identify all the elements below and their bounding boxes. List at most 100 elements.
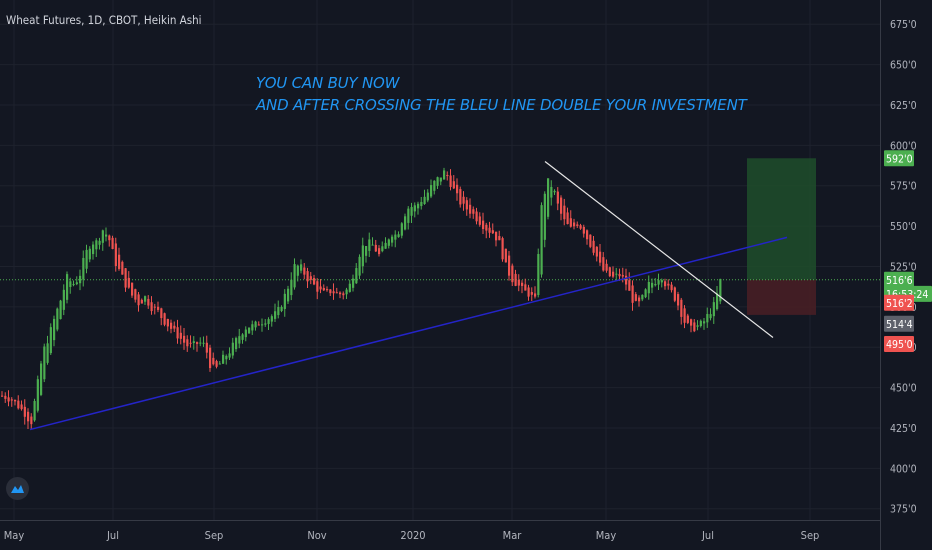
long-position-profit-zone[interactable]	[747, 158, 816, 280]
candle-body	[638, 297, 641, 302]
candle-body	[504, 248, 507, 263]
candle-body	[348, 283, 351, 292]
candle-body	[628, 280, 631, 291]
candle-body	[277, 306, 280, 316]
time-axis-label: Nov	[307, 529, 326, 542]
candle-body	[608, 267, 611, 277]
candle-body	[589, 234, 592, 247]
candle-body	[313, 278, 316, 285]
candle-body	[209, 347, 212, 369]
candle-body	[264, 323, 267, 325]
candle-body	[33, 400, 36, 421]
candle-body	[36, 379, 39, 411]
candle-body	[254, 321, 257, 328]
candle-body	[287, 288, 290, 302]
candle-body	[66, 274, 69, 300]
candle-body	[212, 357, 215, 365]
candle-body	[602, 257, 605, 271]
candle-body	[335, 292, 338, 294]
candle-body	[98, 240, 101, 245]
candle-body	[92, 244, 95, 255]
candle-body	[478, 216, 481, 225]
candle-body	[352, 278, 355, 288]
tradingview-logo-icon[interactable]	[6, 477, 29, 500]
candle-body	[257, 324, 260, 326]
candle-body	[465, 200, 468, 210]
candle-body	[446, 174, 449, 177]
candle-body	[153, 306, 156, 308]
candle-body	[127, 277, 130, 288]
candle-body	[105, 234, 108, 237]
white-downtrend-line[interactable]	[544, 161, 774, 338]
candle-body	[241, 334, 244, 340]
candle-body	[641, 294, 644, 300]
candle-body	[108, 235, 111, 241]
candle-body	[618, 273, 621, 277]
candle-body	[644, 289, 647, 298]
candle-body	[1, 395, 4, 397]
candle-body	[244, 329, 247, 338]
candle-body	[677, 294, 680, 306]
candle-body	[511, 265, 514, 283]
candle-body	[225, 355, 228, 360]
candle-body	[498, 236, 501, 241]
candle-body	[521, 282, 524, 286]
candle-body	[235, 338, 238, 350]
candle-body	[82, 257, 85, 280]
time-axis-label: Sep	[205, 529, 224, 542]
candle-body	[69, 281, 72, 287]
candle-body	[215, 361, 218, 367]
candle-body	[657, 280, 660, 285]
candle-body	[410, 207, 413, 216]
price-axis-tick: 675'0	[890, 19, 917, 31]
candle-body	[124, 268, 127, 288]
candle-body	[719, 278, 722, 302]
candle-body	[111, 237, 114, 249]
candle-body	[670, 284, 673, 291]
candle-body	[595, 246, 598, 257]
candle-body	[524, 284, 527, 291]
candle-body	[300, 264, 303, 271]
candle-body	[342, 293, 345, 296]
candle-body	[196, 342, 199, 344]
price-label-text: 592'0	[886, 153, 913, 165]
candle-body	[716, 293, 719, 310]
price-label-tag	[884, 335, 914, 352]
candle-body	[293, 264, 296, 288]
candle-body	[667, 283, 670, 286]
candle-body	[469, 204, 472, 214]
candle-body	[462, 196, 465, 204]
candle-body	[413, 205, 416, 212]
candle-body	[550, 186, 553, 198]
candle-body	[140, 299, 143, 304]
candle-body	[712, 302, 715, 317]
annotation-line-1: YOU CAN BUY NOW	[256, 74, 400, 92]
candle-body	[205, 342, 208, 353]
candle-body	[514, 273, 517, 286]
candle-body	[391, 236, 394, 243]
blue-uptrend-line[interactable]	[29, 236, 788, 431]
candle-body	[114, 243, 117, 267]
symbol-title: Wheat Futures, 1D, CBOT, Heikin Ashi	[6, 13, 202, 27]
candle-body	[131, 282, 134, 296]
candle-body	[647, 281, 650, 294]
candle-body	[163, 313, 166, 325]
candle-body	[56, 308, 59, 330]
candle-body	[556, 191, 559, 204]
candle-body	[4, 395, 7, 399]
price-axis-tick: 400'0	[890, 463, 917, 475]
long-position-loss-zone[interactable]	[747, 279, 816, 315]
candle-body	[534, 293, 537, 297]
candle-body	[192, 341, 195, 344]
candle-body	[664, 281, 667, 287]
candle-body	[696, 325, 699, 327]
candle-body	[303, 267, 306, 275]
candle-body	[179, 332, 182, 339]
candle-body	[358, 256, 361, 276]
candle-body	[417, 203, 420, 209]
candle-body	[491, 230, 494, 234]
price-axis-tick: 375'0	[890, 504, 917, 516]
price-axis-tick: 575'0	[890, 181, 917, 193]
candle-body	[651, 282, 654, 288]
